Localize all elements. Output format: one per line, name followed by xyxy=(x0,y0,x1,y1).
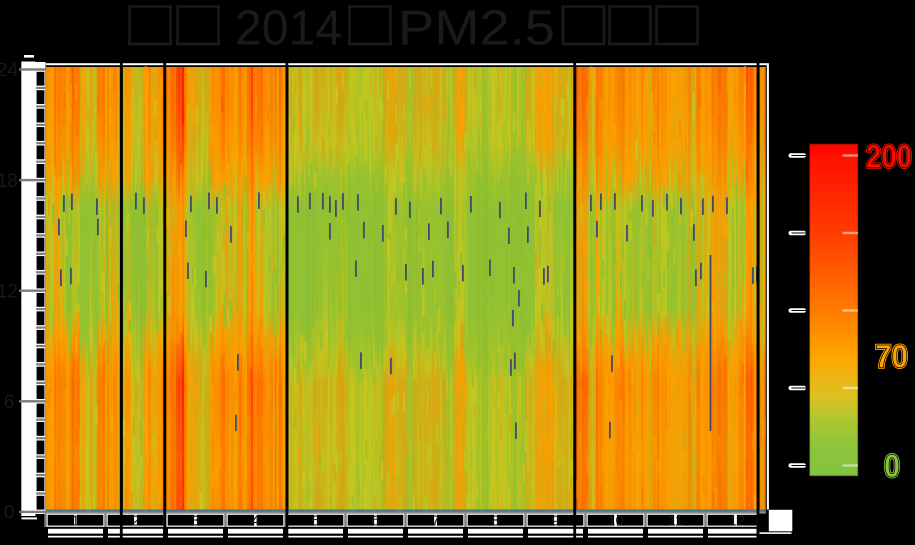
svg-text:0: 0 xyxy=(4,503,15,524)
svg-text:PM2.5: PM2.5 xyxy=(398,2,555,56)
svg-text:0: 0 xyxy=(884,448,900,484)
svg-text:200: 200 xyxy=(866,139,912,175)
svg-text:8: 8 xyxy=(491,512,499,529)
svg-text:70: 70 xyxy=(875,339,908,375)
svg-text:12: 12 xyxy=(729,512,746,529)
svg-text:3: 3 xyxy=(191,512,199,529)
svg-text:7: 7 xyxy=(431,512,439,529)
svg-text:9: 9 xyxy=(551,512,559,529)
svg-text:2: 2 xyxy=(131,512,139,529)
svg-text:11: 11 xyxy=(668,512,684,529)
svg-text:1: 1 xyxy=(71,512,79,529)
svg-text:12: 12 xyxy=(0,281,18,302)
svg-text:10: 10 xyxy=(607,512,624,529)
svg-text:6: 6 xyxy=(4,392,15,413)
svg-text:5: 5 xyxy=(311,512,319,529)
svg-text:18: 18 xyxy=(0,171,18,192)
svg-text:4: 4 xyxy=(251,512,259,529)
svg-text:24: 24 xyxy=(0,60,18,81)
svg-text:0: 0 xyxy=(884,448,900,484)
svg-text:2014: 2014 xyxy=(235,2,342,56)
svg-text:200: 200 xyxy=(866,139,912,175)
svg-text:6: 6 xyxy=(371,512,379,529)
svg-text:70: 70 xyxy=(875,339,908,375)
